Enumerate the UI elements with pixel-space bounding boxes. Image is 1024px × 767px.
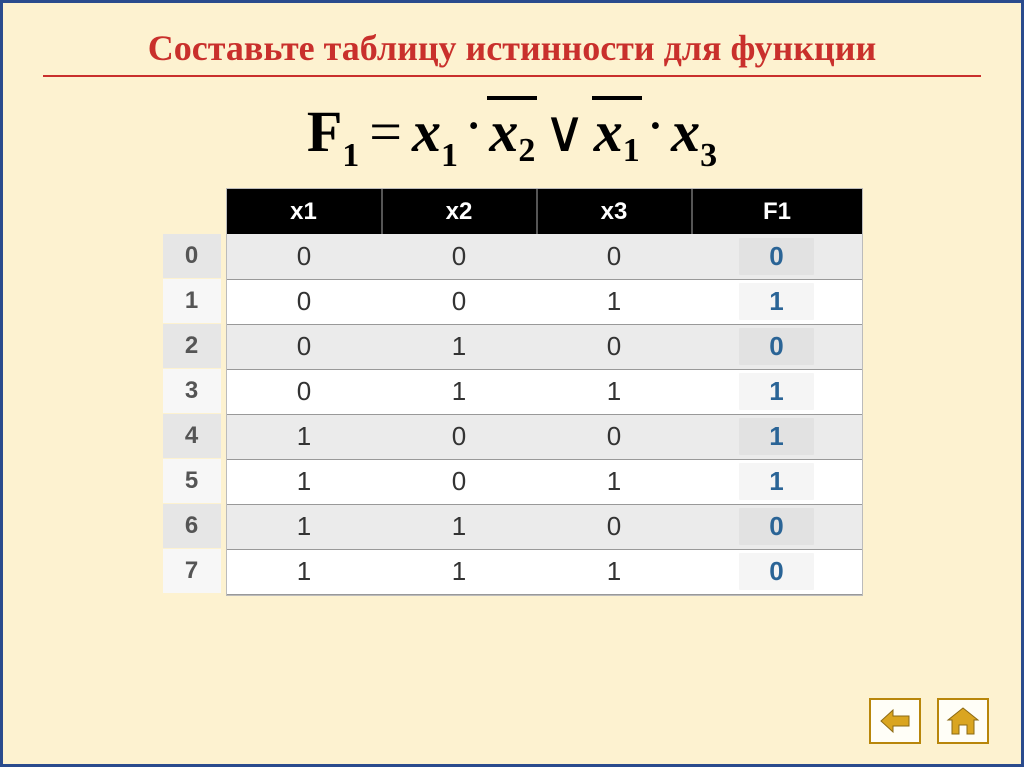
table-cell: 0 bbox=[537, 324, 692, 369]
table-cell-result: 1 bbox=[692, 279, 862, 324]
col-header: x1 bbox=[227, 189, 382, 234]
formula-func-sub: 1 bbox=[342, 137, 359, 175]
row-index-cell: 2 bbox=[163, 324, 221, 368]
table-header-row: x1 x2 x3 F1 bbox=[227, 189, 862, 234]
table-cell: 1 bbox=[382, 549, 537, 594]
formula-bar-term: x2 bbox=[489, 98, 535, 165]
table-cell: 0 bbox=[227, 369, 382, 414]
row-index-column: 01234567 bbox=[163, 234, 221, 595]
col-header: x2 bbox=[382, 189, 537, 234]
table-cell: 0 bbox=[537, 504, 692, 549]
formula-sub: 1 bbox=[441, 137, 458, 175]
equals-sign: = bbox=[359, 98, 412, 165]
table-cell: 1 bbox=[537, 369, 692, 414]
table-row: 0000 bbox=[227, 234, 862, 279]
op-dot: · bbox=[640, 92, 671, 159]
formula-sub: 3 bbox=[700, 137, 717, 175]
table-cell-result: 0 bbox=[692, 324, 862, 369]
home-icon bbox=[946, 706, 980, 736]
home-button[interactable] bbox=[937, 698, 989, 744]
table-cell: 1 bbox=[227, 504, 382, 549]
table-cell-result: 1 bbox=[692, 414, 862, 459]
table-cell: 1 bbox=[537, 459, 692, 504]
row-index-cell: 0 bbox=[163, 234, 221, 278]
table-cell: 0 bbox=[537, 414, 692, 459]
formula-bar-term: x1 bbox=[594, 98, 640, 165]
op-dot: · bbox=[458, 92, 489, 159]
table-cell: 0 bbox=[227, 324, 382, 369]
row-index-cell: 5 bbox=[163, 459, 221, 503]
arrow-left-icon bbox=[879, 708, 911, 734]
formula-var: x bbox=[671, 98, 700, 165]
table-cell: 1 bbox=[537, 279, 692, 324]
back-button[interactable] bbox=[869, 698, 921, 744]
row-index-cell: 6 bbox=[163, 504, 221, 548]
table-cell: 1 bbox=[382, 324, 537, 369]
formula-var: x bbox=[594, 99, 623, 164]
table-cell: 1 bbox=[537, 549, 692, 594]
table-cell: 0 bbox=[537, 234, 692, 279]
table-cell: 1 bbox=[382, 369, 537, 414]
row-index-cell: 1 bbox=[163, 279, 221, 323]
table-cell: 0 bbox=[382, 234, 537, 279]
col-header: F1 bbox=[692, 189, 862, 234]
table-cell-result: 0 bbox=[692, 549, 862, 594]
table-row: 0111 bbox=[227, 369, 862, 414]
table-cell: 0 bbox=[382, 414, 537, 459]
table-cell: 1 bbox=[227, 459, 382, 504]
table-row: 1001 bbox=[227, 414, 862, 459]
col-header: x3 bbox=[537, 189, 692, 234]
table-cell-result: 1 bbox=[692, 369, 862, 414]
table-cell: 0 bbox=[227, 279, 382, 324]
table-cell-result: 1 bbox=[692, 459, 862, 504]
table-row: 0011 bbox=[227, 279, 862, 324]
formula-var: x bbox=[412, 98, 441, 165]
truth-table-container: 01234567 x1 x2 x3 F1 0000001101000111100… bbox=[3, 189, 1021, 595]
page-title: Составьте таблицу истинности для функции bbox=[3, 3, 1021, 75]
nav-buttons bbox=[869, 698, 989, 744]
formula-sub: 2 bbox=[518, 132, 535, 169]
row-index-cell: 3 bbox=[163, 369, 221, 413]
formula: F 1 = x1 · x2 ∨ x1 · x3 bbox=[3, 97, 1021, 165]
op-or: ∨ bbox=[535, 97, 593, 165]
table-cell-result: 0 bbox=[692, 504, 862, 549]
table-row: 1100 bbox=[227, 504, 862, 549]
formula-func: F bbox=[307, 98, 342, 165]
table-row: 1110 bbox=[227, 549, 862, 594]
truth-table: x1 x2 x3 F1 0000001101000111100110111100… bbox=[227, 189, 862, 595]
formula-var: x bbox=[489, 99, 518, 164]
row-index-cell: 4 bbox=[163, 414, 221, 458]
formula-sub: 1 bbox=[623, 132, 640, 169]
table-cell: 0 bbox=[227, 234, 382, 279]
table-cell: 0 bbox=[382, 279, 537, 324]
table-row: 1011 bbox=[227, 459, 862, 504]
table-cell: 1 bbox=[382, 504, 537, 549]
table-cell: 1 bbox=[227, 414, 382, 459]
table-row: 0100 bbox=[227, 324, 862, 369]
title-underline bbox=[43, 75, 981, 77]
row-index-cell: 7 bbox=[163, 549, 221, 593]
table-cell: 1 bbox=[227, 549, 382, 594]
table-cell: 0 bbox=[382, 459, 537, 504]
table-cell-result: 0 bbox=[692, 234, 862, 279]
